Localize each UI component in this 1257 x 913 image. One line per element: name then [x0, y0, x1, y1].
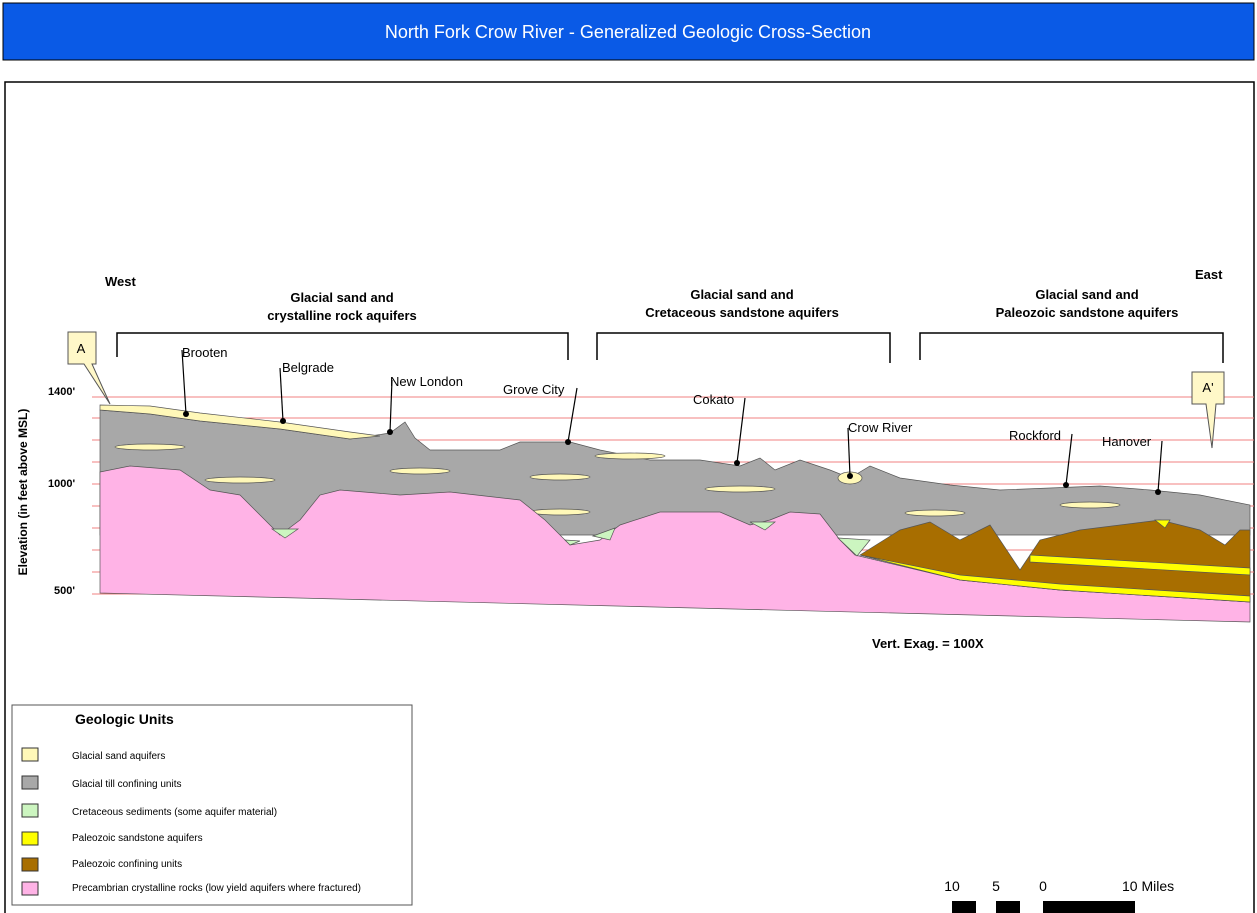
elevation-label: 1400'	[48, 386, 75, 398]
place-label: Cokato	[693, 392, 734, 407]
place-label: Rockford	[1009, 428, 1061, 443]
legend-item: Paleozoic sandstone aquifers	[72, 833, 203, 844]
place-label: Grove City	[503, 382, 565, 397]
axis-label: Elevation (in feet above MSL)	[16, 409, 30, 576]
scale-label: 10	[944, 878, 960, 894]
place-label: Belgrade	[282, 360, 334, 375]
group-label: crystalline rock aquifers	[267, 308, 417, 323]
place-label: New London	[390, 374, 463, 389]
exaggeration: Vert. Exag. = 100X	[872, 636, 984, 651]
group-label: Paleozoic sandstone aquifers	[996, 305, 1179, 320]
legend-title: Geologic Units	[75, 711, 174, 727]
west-label: West	[105, 274, 136, 289]
group-label: Glacial sand and	[690, 287, 793, 302]
page: {"header":{"title":"North Fork Crow Rive…	[0, 0, 1257, 913]
legend-swatch	[22, 882, 38, 895]
group-label: Glacial sand and	[1035, 287, 1138, 302]
place-label: Crow River	[848, 420, 913, 435]
place-label: Brooten	[182, 345, 228, 360]
legend-item: Precambrian crystalline rocks (low yield…	[72, 883, 361, 894]
scale-bar	[952, 901, 1135, 913]
east-label: East	[1195, 267, 1223, 282]
title: North Fork Crow River - Generalized Geol…	[385, 22, 871, 42]
legend-swatch	[22, 804, 38, 817]
endpoint-label: A'	[1202, 380, 1213, 395]
legend-item: Cretaceous sediments (some aquifer mater…	[72, 807, 277, 818]
diagram: North Fork Crow River - Generalized Geol…	[0, 0, 1257, 913]
legend-item: Glacial sand aquifers	[72, 751, 165, 762]
group-label: Cretaceous sandstone aquifers	[645, 305, 839, 320]
scale-label: 5	[992, 878, 1000, 894]
legend-swatch	[22, 748, 38, 761]
brackets	[117, 333, 1223, 363]
legend-swatch	[22, 776, 38, 789]
legend-swatch	[22, 858, 38, 871]
group-label: Glacial sand and	[290, 290, 393, 305]
legend-box	[12, 705, 412, 905]
legend-swatch	[22, 832, 38, 845]
legend-item: Glacial till confining units	[72, 779, 182, 790]
scale-label: 0	[1039, 878, 1047, 894]
elevation-label: 1000'	[48, 478, 75, 490]
scale-label: 10 Miles	[1122, 878, 1174, 894]
endpoint-label: A	[77, 341, 86, 356]
legend-item: Paleozoic confining units	[72, 859, 182, 870]
elevation-label: 500'	[54, 585, 75, 597]
place-label: Hanover	[1102, 434, 1152, 449]
